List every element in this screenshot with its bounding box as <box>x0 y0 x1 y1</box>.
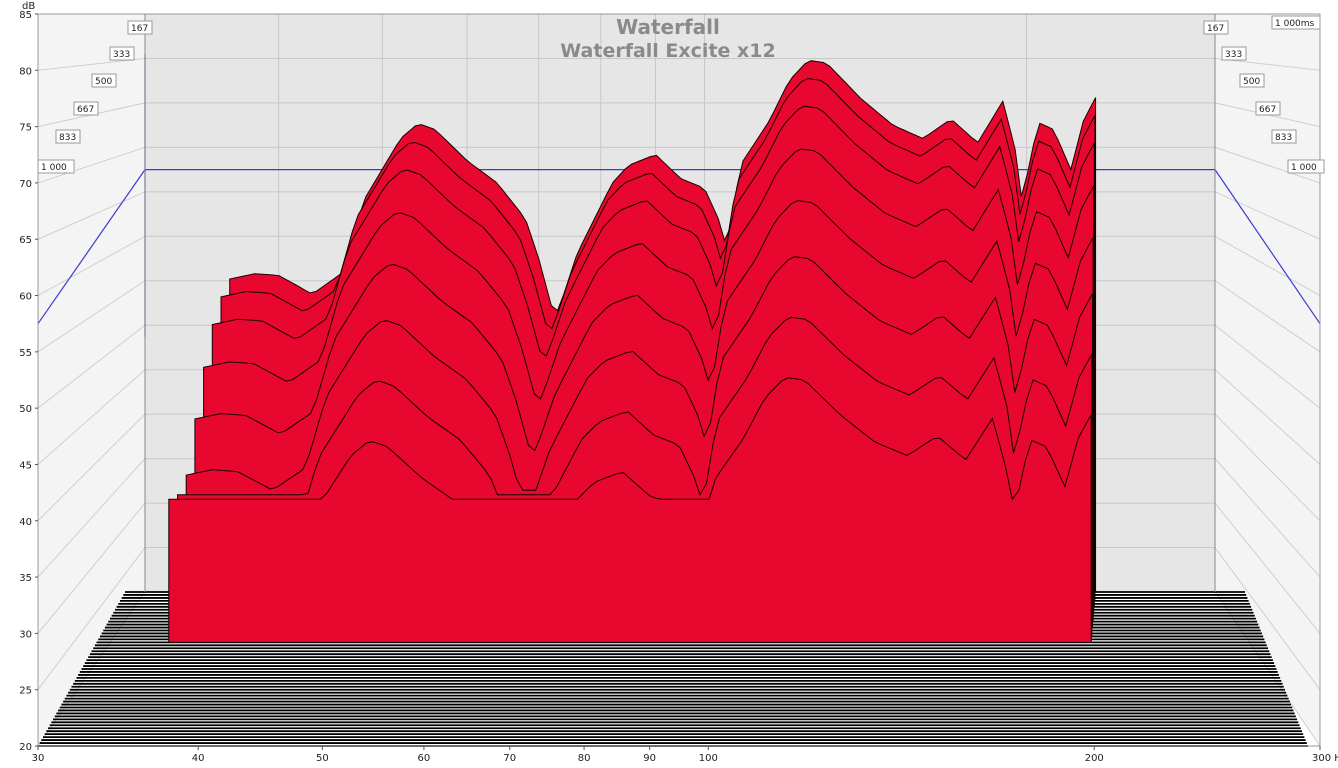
left-side-wall <box>38 14 145 746</box>
time-label-right: 1 000ms <box>1275 19 1315 29</box>
chart-subtitle: Waterfall Excite x12 <box>560 40 775 62</box>
left-wall-gridline <box>37 369 146 465</box>
left-wall-gridline <box>37 413 146 522</box>
y-tick-label: 75 <box>19 123 32 134</box>
left-wall-gridline <box>37 458 146 578</box>
right-wall-gridline <box>1214 369 1321 465</box>
right-wall-gridline <box>1214 146 1321 184</box>
right-wall-gridline <box>1214 413 1321 522</box>
right-marker-line <box>1214 169 1321 325</box>
y-tick-label: 60 <box>19 292 32 303</box>
time-label-box <box>37 159 75 174</box>
time-label-right: 333 <box>1225 50 1242 60</box>
time-label-left: 833 <box>59 133 76 143</box>
y-tick-label: 35 <box>19 573 32 584</box>
y-tick-label: 70 <box>19 179 32 190</box>
left-wall-gridline <box>37 547 146 690</box>
left-wall-gridline <box>37 280 146 353</box>
time-label-box <box>55 129 81 144</box>
x-tick-label: 70 <box>503 753 516 764</box>
time-label-left: 1 000 <box>41 163 67 173</box>
right-side-wall <box>1215 14 1320 746</box>
x-tick-label: 30 <box>32 753 45 764</box>
y-tick-label: 45 <box>19 460 32 471</box>
x-tick-label: 100 <box>699 753 718 764</box>
chart-title: Waterfall <box>616 15 720 39</box>
time-label-left: 167 <box>131 24 148 34</box>
y-tick-label: 65 <box>19 235 32 246</box>
x-tick-label: 90 <box>643 753 656 764</box>
right-wall-gridline <box>1214 547 1321 690</box>
y-tick-label: 20 <box>19 742 32 753</box>
left-wall-gridline <box>37 324 146 409</box>
y-tick-label: 30 <box>19 629 32 640</box>
time-label-right: 1 000 <box>1291 163 1317 173</box>
time-label-right: 667 <box>1259 105 1276 115</box>
time-label-box <box>1239 73 1265 88</box>
time-label-box <box>73 101 99 116</box>
time-label-box <box>1271 129 1297 144</box>
time-label-box <box>127 20 153 35</box>
time-label-right: 833 <box>1275 133 1292 143</box>
right-wall-gridline <box>1214 191 1321 240</box>
y-unit-label: dB <box>22 1 35 12</box>
time-label-left: 667 <box>77 105 94 115</box>
time-label-box <box>1203 20 1229 35</box>
left-wall-gridline <box>37 235 146 296</box>
x-tick-label: 60 <box>418 753 431 764</box>
y-tick-label: 50 <box>19 404 32 415</box>
right-wall-gridline <box>1214 280 1321 353</box>
x-tick-label: 200 <box>1085 753 1104 764</box>
y-tick-label: 80 <box>19 66 32 77</box>
time-label-box <box>109 46 135 61</box>
right-wall-gridline <box>1214 458 1321 578</box>
x-tick-label: 300 Hz <box>1312 753 1338 764</box>
right-wall-gridline <box>1214 324 1321 409</box>
time-label-box <box>91 73 117 88</box>
right-wall-gridline <box>1214 502 1321 634</box>
time-label-box <box>1255 101 1281 116</box>
waterfall-slice <box>168 377 1092 643</box>
left-wall-gridline <box>37 191 146 240</box>
right-wall-gridline <box>1214 235 1321 296</box>
y-tick-label: 40 <box>19 517 32 528</box>
time-label-right: 167 <box>1207 24 1224 34</box>
time-label-box <box>1287 159 1325 174</box>
x-tick-label: 50 <box>316 753 329 764</box>
x-tick-label: 40 <box>192 753 205 764</box>
left-wall-gridline <box>37 146 146 184</box>
y-tick-label: 55 <box>19 348 32 359</box>
time-label-box <box>1221 46 1247 61</box>
left-marker-line <box>37 169 146 325</box>
left-wall-gridline <box>37 502 146 634</box>
time-label-left: 500 <box>95 77 112 87</box>
time-label-left: 333 <box>113 50 130 60</box>
x-tick-label: 80 <box>578 753 591 764</box>
time-label-right: 500 <box>1243 77 1260 87</box>
y-tick-label: 25 <box>19 686 32 697</box>
waterfall-slices <box>168 60 1097 643</box>
y-tick-label: 85 <box>19 10 32 21</box>
time-label-box <box>1271 15 1321 30</box>
